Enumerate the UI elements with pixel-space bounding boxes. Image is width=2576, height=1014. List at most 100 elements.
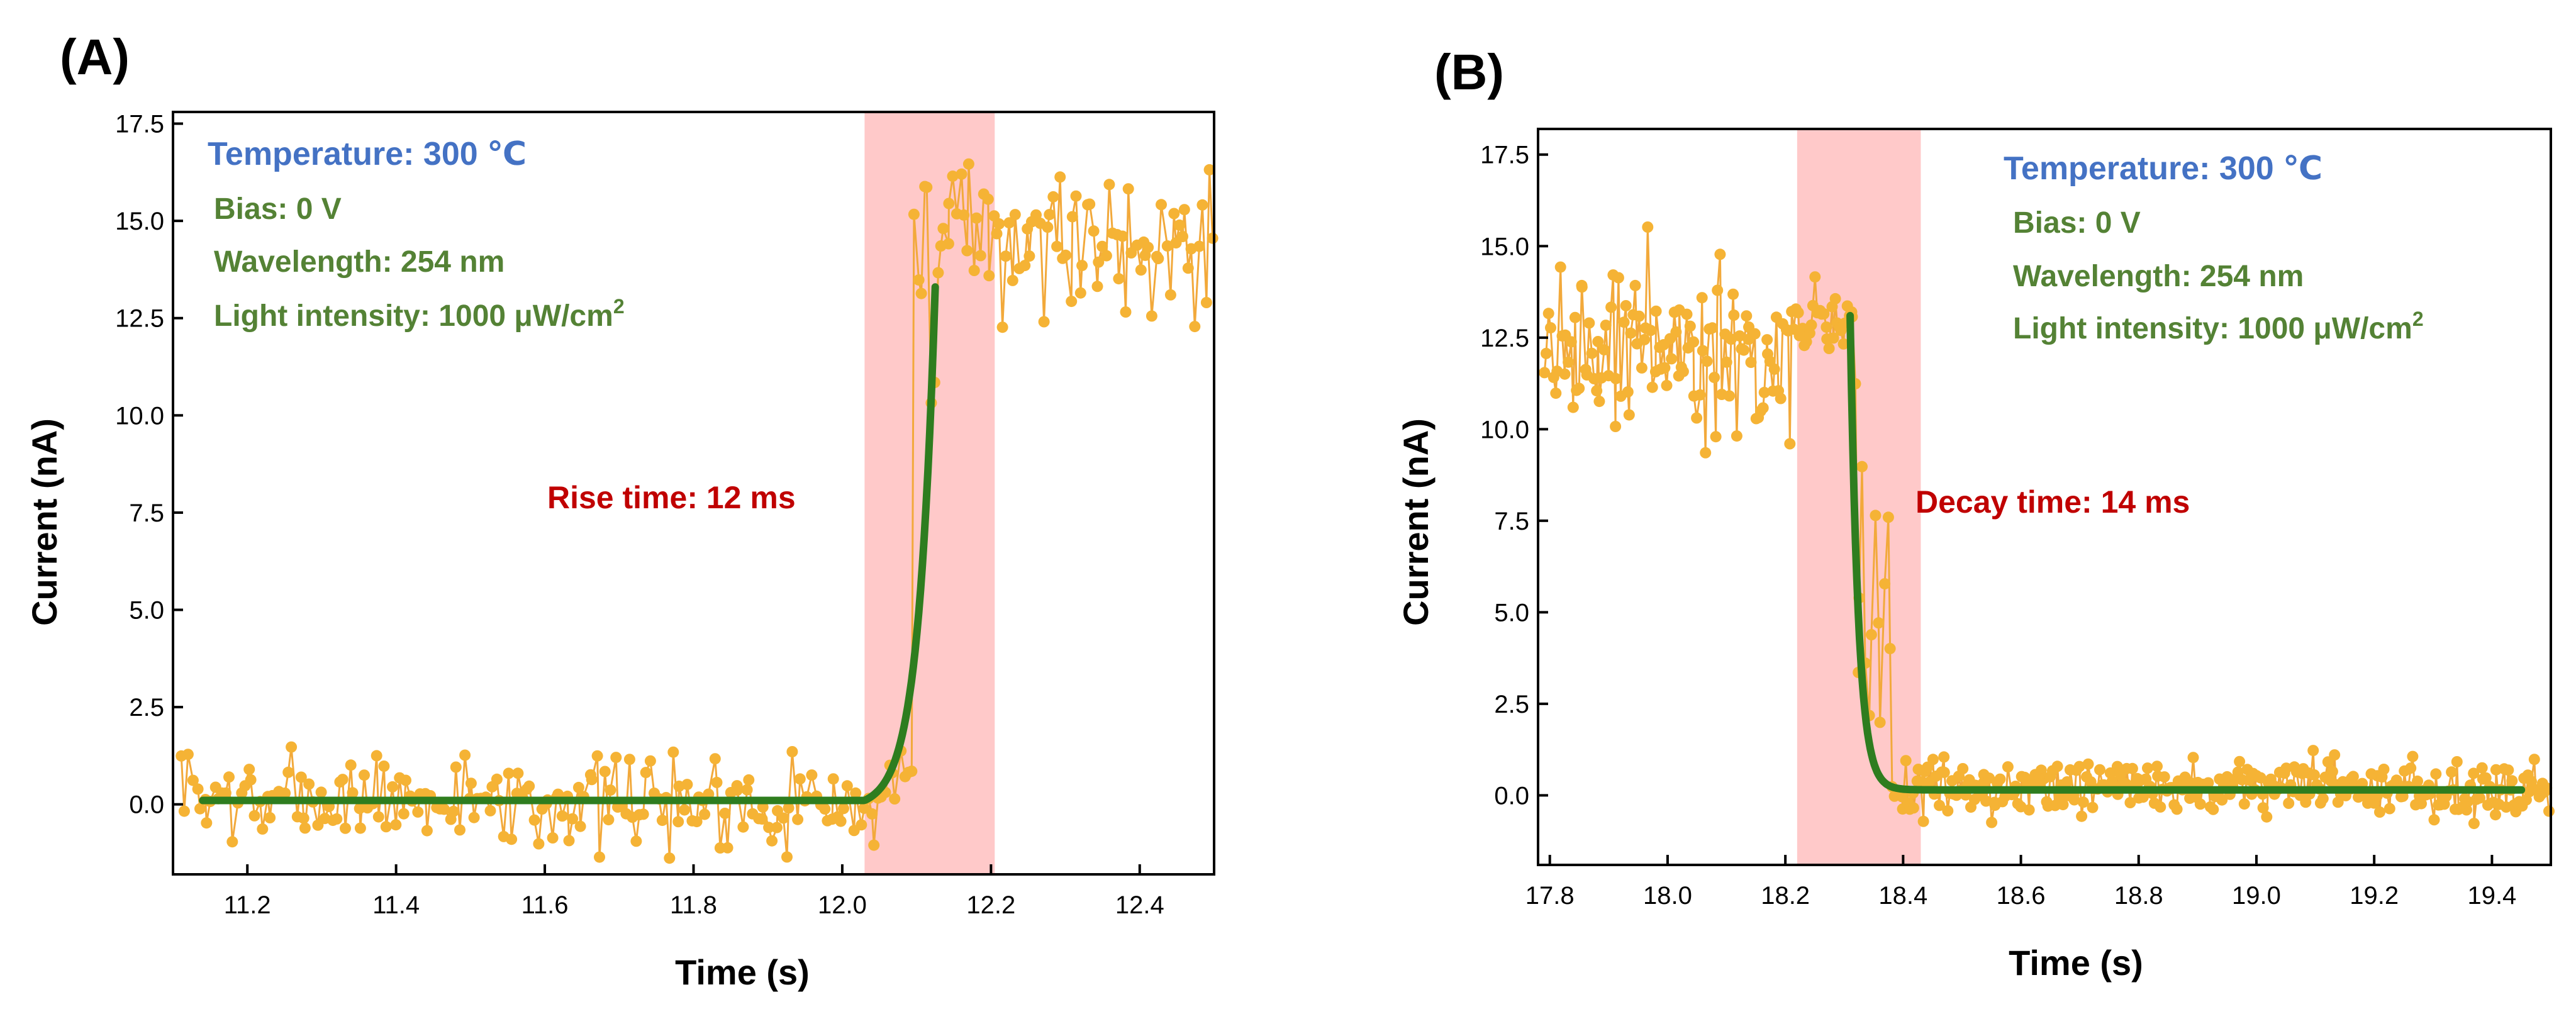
data-point bbox=[1720, 356, 1732, 368]
data-point bbox=[295, 771, 307, 783]
data-point bbox=[194, 803, 206, 815]
x-tick-label: 12.4 bbox=[1115, 891, 1164, 919]
panel-a-y-ticks: 0.0 2.5 5.0 7.5 10.0 12.5 15.0 17.5 bbox=[115, 111, 183, 819]
data-point bbox=[1800, 336, 1812, 348]
data-point bbox=[1618, 316, 1630, 328]
data-point bbox=[512, 767, 524, 779]
data-point bbox=[2428, 814, 2440, 826]
data-point bbox=[2462, 796, 2474, 808]
data-point bbox=[371, 750, 382, 762]
data-point bbox=[2094, 764, 2105, 776]
data-point bbox=[1103, 179, 1115, 191]
data-point bbox=[1598, 344, 1610, 356]
data-point bbox=[1934, 800, 1945, 811]
data-point bbox=[1792, 307, 1804, 318]
data-point bbox=[2002, 761, 2014, 773]
data-point bbox=[1688, 336, 1700, 348]
data-point bbox=[1731, 430, 1742, 442]
data-point bbox=[2476, 762, 2488, 774]
panel-b-highlight-region bbox=[1797, 129, 1921, 865]
data-point bbox=[681, 779, 693, 791]
data-point bbox=[2474, 792, 2485, 804]
data-point bbox=[1829, 292, 1841, 304]
data-point bbox=[835, 815, 847, 827]
data-point bbox=[2216, 794, 2228, 806]
data-point bbox=[1168, 208, 1180, 220]
data-point bbox=[610, 752, 622, 764]
x-tick-label: 11.2 bbox=[224, 891, 271, 919]
data-point bbox=[2446, 766, 2458, 778]
data-point bbox=[794, 773, 806, 785]
data-point bbox=[603, 814, 615, 826]
data-point bbox=[1042, 221, 1054, 233]
data-point bbox=[1569, 311, 1581, 323]
data-point bbox=[1650, 305, 1662, 317]
data-point bbox=[523, 780, 535, 792]
data-point bbox=[484, 805, 496, 816]
data-point bbox=[1710, 431, 1722, 443]
panel-b-temperature-label: Temperature: 300 ℃ bbox=[2004, 150, 2322, 187]
data-point bbox=[563, 835, 575, 847]
fit-line bbox=[199, 283, 939, 805]
data-point bbox=[1540, 347, 1552, 359]
data-point bbox=[921, 181, 933, 193]
data-point bbox=[743, 774, 755, 786]
data-point bbox=[1177, 231, 1188, 242]
data-point bbox=[2412, 775, 2423, 787]
data-point bbox=[1884, 643, 1896, 655]
data-point bbox=[454, 824, 466, 836]
data-point bbox=[1659, 362, 1671, 374]
data-point bbox=[932, 267, 944, 279]
data-point bbox=[567, 813, 579, 825]
data-point bbox=[1677, 365, 1689, 377]
data-point bbox=[2490, 809, 2501, 821]
panel-b-label: (B) bbox=[1434, 44, 1504, 100]
data-point bbox=[1642, 221, 1654, 233]
data-point bbox=[1865, 629, 1877, 640]
fit-line bbox=[1846, 311, 2526, 794]
data-point bbox=[1761, 334, 1773, 346]
data-point bbox=[1639, 333, 1651, 345]
data-point bbox=[691, 816, 703, 828]
data-point bbox=[299, 822, 311, 834]
data-point bbox=[783, 802, 795, 814]
data-point bbox=[1633, 310, 1645, 322]
data-point bbox=[664, 852, 676, 864]
data-point bbox=[372, 811, 384, 823]
panel-b-intensity-text: Light intensity: 1000 μW/cm bbox=[2013, 312, 2412, 345]
data-point bbox=[1093, 256, 1105, 268]
data-point bbox=[2051, 760, 2063, 772]
panel-a-y-axis-label: Current (nA) bbox=[25, 418, 64, 626]
data-point bbox=[2528, 754, 2540, 766]
panel-b-y-ticks: 0.0 2.5 5.0 7.5 10.0 12.5 15.0 17.5 bbox=[1480, 142, 1548, 810]
data-point bbox=[1203, 164, 1215, 176]
data-point bbox=[1709, 372, 1720, 384]
data-point bbox=[2326, 766, 2338, 777]
data-point bbox=[1600, 320, 1612, 332]
y-tick-label: 15.0 bbox=[115, 208, 164, 235]
data-point bbox=[594, 851, 605, 863]
data-point bbox=[187, 774, 199, 786]
data-point bbox=[1882, 511, 1894, 523]
data-point bbox=[2187, 752, 2199, 764]
data-point bbox=[2308, 769, 2320, 781]
panel-b-y-axis-label: Current (nA) bbox=[1396, 418, 1436, 626]
data-point bbox=[2384, 803, 2395, 815]
data-point bbox=[182, 749, 194, 760]
data-point bbox=[354, 822, 366, 834]
data-point bbox=[2158, 771, 2170, 783]
data-point bbox=[1152, 253, 1164, 265]
data-point bbox=[1870, 510, 1882, 521]
y-tick-label: 5.0 bbox=[1494, 599, 1529, 627]
data-point bbox=[2207, 803, 2219, 815]
y-tick-label: 5.0 bbox=[129, 597, 164, 625]
panel-b-fit-curve bbox=[1846, 311, 2526, 794]
data-point bbox=[178, 805, 190, 817]
data-point bbox=[1907, 802, 1919, 814]
data-point bbox=[1707, 322, 1719, 334]
data-point bbox=[192, 783, 204, 795]
data-point bbox=[2126, 762, 2138, 774]
y-tick-label: 2.5 bbox=[1494, 691, 1529, 718]
panel-a-fit-curve bbox=[199, 283, 939, 805]
data-point bbox=[1539, 367, 1551, 379]
